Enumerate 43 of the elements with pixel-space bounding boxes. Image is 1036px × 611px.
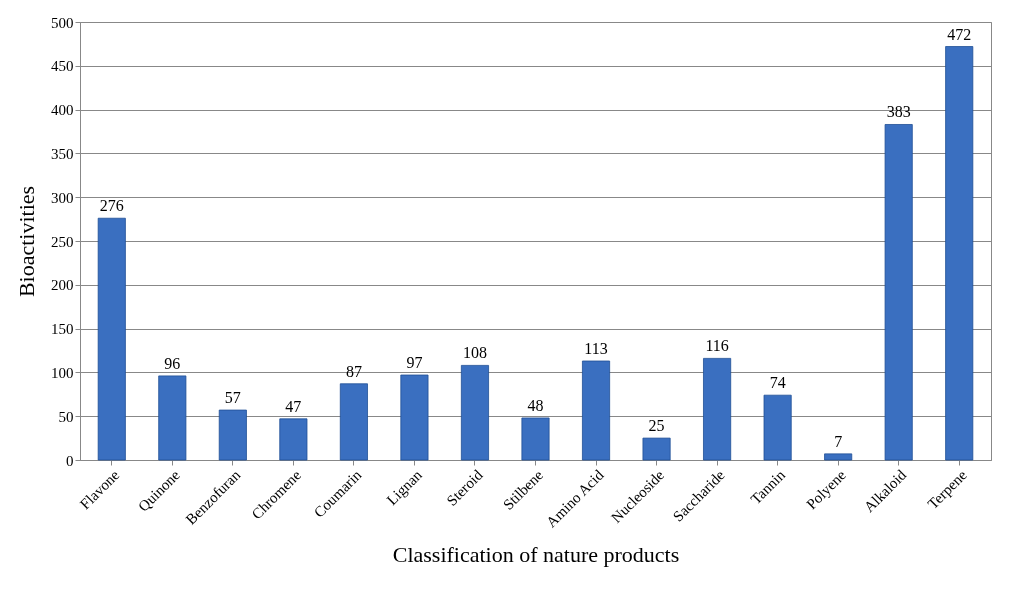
y-tick-label: 450 (51, 58, 74, 75)
y-tick-label: 100 (51, 364, 74, 381)
y-tick-label: 300 (51, 189, 74, 206)
bar (97, 217, 126, 461)
y-tick-label: 150 (51, 321, 74, 338)
y-tick-label: 50 (58, 408, 74, 425)
data-label: 74 (769, 374, 786, 392)
data-label: 383 (886, 103, 911, 121)
x-axis-title: Classification of nature products (392, 541, 680, 567)
y-tick-label: 200 (51, 277, 74, 294)
bar (521, 417, 550, 461)
bar (460, 364, 489, 461)
bar (158, 375, 187, 461)
bar (218, 409, 247, 461)
y-tick-label: 500 (51, 14, 74, 31)
data-label: 7 (834, 432, 843, 450)
data-label: 116 (705, 337, 729, 355)
data-label: 87 (345, 362, 362, 380)
data-label: 25 (648, 417, 665, 435)
y-tick-label: 350 (51, 145, 74, 162)
y-axis-title: Bioactivities (14, 185, 39, 298)
data-label: 97 (406, 354, 423, 372)
data-label: 276 (99, 197, 124, 215)
data-label: 108 (462, 344, 487, 362)
data-label: 472 (947, 25, 972, 43)
bar (945, 46, 974, 461)
y-tick-label: 400 (51, 102, 74, 119)
data-label: 48 (527, 396, 544, 414)
y-tick-label: 0 (66, 452, 74, 469)
bar (400, 374, 429, 461)
data-label: 96 (164, 354, 181, 372)
data-label: 47 (285, 397, 302, 415)
bar (703, 357, 732, 461)
bar (339, 383, 368, 461)
bar (763, 394, 792, 461)
data-label: 57 (224, 389, 241, 407)
bar (582, 360, 611, 461)
bar (642, 437, 671, 461)
y-tick-label: 250 (51, 233, 74, 250)
bar (279, 418, 308, 461)
bar (884, 124, 913, 461)
bar (824, 453, 853, 461)
data-label: 113 (584, 340, 608, 358)
